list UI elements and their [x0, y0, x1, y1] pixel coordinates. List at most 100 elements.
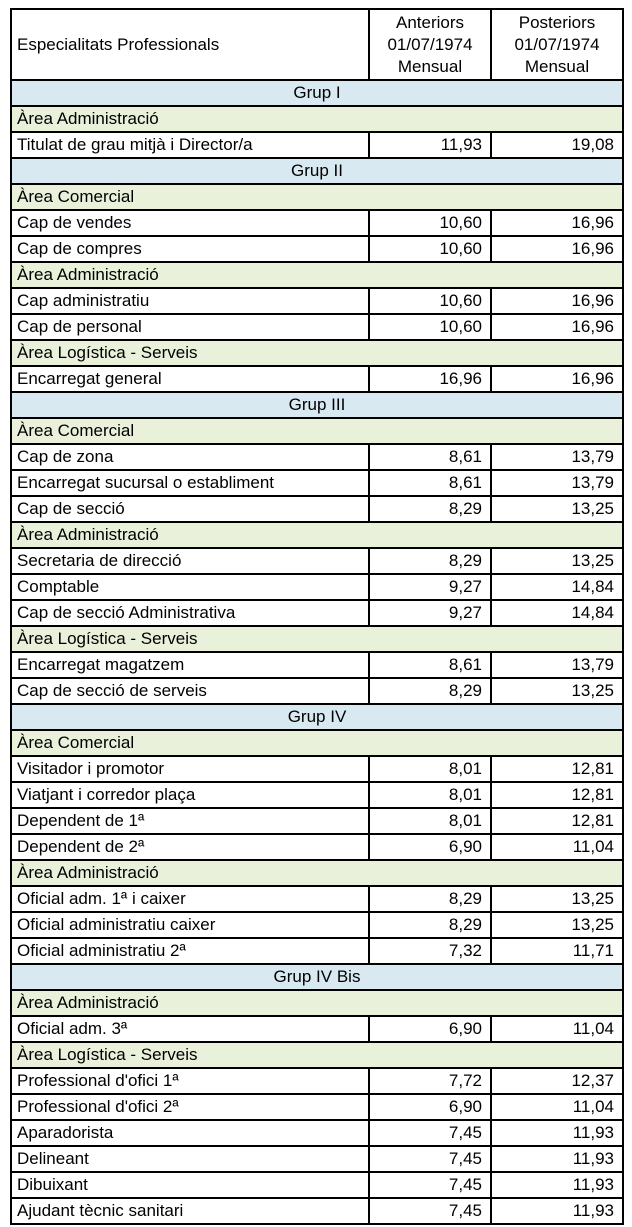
table-row: Encarregat magatzem 8,61 13,79	[10, 651, 624, 680]
anterior-value: 8,01	[368, 781, 492, 810]
posterior-value: 11,04	[490, 833, 624, 862]
table-row: Oficial adm. 1ª i caixer 8,29 13,25	[10, 885, 624, 914]
area-label: Àrea Logística - Serveis	[10, 1041, 624, 1070]
specialty-label: Visitador i promotor	[10, 755, 370, 784]
posterior-value: 12,81	[490, 807, 624, 836]
posterior-value: 13,25	[490, 885, 624, 914]
posterior-value: 12,37	[490, 1067, 624, 1096]
table-row: Delineant 7,45 11,93	[10, 1145, 624, 1174]
area-header-row: Àrea Administració	[10, 521, 624, 550]
specialty-label: Professional d'ofici 2ª	[10, 1093, 370, 1122]
anterior-value: 8,61	[368, 469, 492, 498]
posterior-value: 12,81	[490, 755, 624, 784]
anterior-value: 8,01	[368, 807, 492, 836]
posterior-value: 13,25	[490, 911, 624, 940]
anterior-value: 8,29	[368, 677, 492, 706]
area-header-row: Àrea Logística - Serveis	[10, 625, 624, 654]
posterior-value: 11,93	[490, 1197, 624, 1226]
anterior-value: 6,90	[368, 1015, 492, 1044]
area-label: Àrea Administració	[10, 859, 624, 888]
area-header-row: Àrea Administració	[10, 261, 624, 290]
area-header-row: Àrea Logística - Serveis	[10, 339, 624, 368]
specialty-label: Cap de secció	[10, 495, 370, 524]
table-body: Grup I Àrea Administració Titulat de grau …	[10, 79, 624, 1226]
anterior-value: 8,29	[368, 911, 492, 940]
area-label: Àrea Administració	[10, 105, 624, 134]
anterior-value: 7,45	[368, 1119, 492, 1148]
anterior-value: 8,29	[368, 547, 492, 576]
posterior-value: 19,08	[490, 131, 624, 160]
anterior-value: 7,45	[368, 1145, 492, 1174]
group-header-row: Grup IV Bis	[10, 963, 624, 992]
group-label: Grup I	[10, 79, 624, 108]
posterior-value: 16,96	[490, 209, 624, 238]
area-header-row: Àrea Administració	[10, 105, 624, 134]
posterior-value: 14,84	[490, 573, 624, 602]
anterior-value: 8,29	[368, 495, 492, 524]
specialty-label: Cap de compres	[10, 235, 370, 264]
anterior-value: 6,90	[368, 833, 492, 862]
header-anteriors-line3: Mensual	[397, 56, 463, 76]
header-anteriors-column: Anteriors 01/07/1974 Mensual	[368, 7, 492, 82]
area-header-row: Àrea Administració	[10, 859, 624, 888]
posterior-value: 13,25	[490, 677, 624, 706]
professional-specialties-salary-table: Especialitats Professionals Anteriors 01…	[10, 7, 624, 1226]
anterior-value: 11,93	[368, 131, 492, 160]
specialty-label: Viatjant i corredor plaça	[10, 781, 370, 810]
area-header-row: Àrea Comercial	[10, 729, 624, 758]
specialty-label: Cap de personal	[10, 313, 370, 342]
specialty-label: Dibuixant	[10, 1171, 370, 1200]
anterior-value: 7,32	[368, 937, 492, 966]
table-row: Oficial administratiu 2ª 7,32 11,71	[10, 937, 624, 966]
table-row: Cap de personal 10,60 16,96	[10, 313, 624, 342]
posterior-value: 11,93	[490, 1171, 624, 1200]
specialty-label: Professional d'ofici 1ª	[10, 1067, 370, 1096]
table-row: Cap de vendes 10,60 16,96	[10, 209, 624, 238]
anterior-value: 16,96	[368, 365, 492, 394]
posterior-value: 13,25	[490, 495, 624, 524]
specialty-label: Encarregat sucursal o establiment	[10, 469, 370, 498]
area-label: Àrea Administració	[10, 521, 624, 550]
anterior-value: 6,90	[368, 1093, 492, 1122]
posterior-value: 13,79	[490, 443, 624, 472]
posterior-value: 11,93	[490, 1145, 624, 1174]
area-label: Àrea Comercial	[10, 417, 624, 446]
table-row: Cap de compres 10,60 16,96	[10, 235, 624, 264]
specialty-label: Oficial adm. 3ª	[10, 1015, 370, 1044]
posterior-value: 14,84	[490, 599, 624, 628]
area-header-row: Àrea Comercial	[10, 183, 624, 212]
specialty-label: Oficial administratiu caixer	[10, 911, 370, 940]
group-label: Grup IV Bis	[10, 963, 624, 992]
header-anteriors-line2: 01/07/1974	[387, 34, 473, 54]
header-posteriors-line2: 01/07/1974	[514, 34, 600, 54]
area-label: Àrea Administració	[10, 261, 624, 290]
group-header-row: Grup I	[10, 79, 624, 108]
specialty-label: Oficial adm. 1ª i caixer	[10, 885, 370, 914]
table-row: Dependent de 2ª 6,90 11,04	[10, 833, 624, 862]
table-row: Secretaria de direcció 8,29 13,25	[10, 547, 624, 576]
area-header-row: Àrea Logística - Serveis	[10, 1041, 624, 1070]
table-row: Cap de secció Administrativa 9,27 14,84	[10, 599, 624, 628]
table-row: Oficial administratiu caixer 8,29 13,25	[10, 911, 624, 940]
anterior-value: 10,60	[368, 209, 492, 238]
anterior-value: 8,01	[368, 755, 492, 784]
table-row: Titulat de grau mitjà i Director/a 11,93 1…	[10, 131, 624, 160]
specialty-label: Encarregat general	[10, 365, 370, 394]
posterior-value: 13,25	[490, 547, 624, 576]
specialty-label: Cap de secció de serveis	[10, 677, 370, 706]
specialty-label: Oficial administratiu 2ª	[10, 937, 370, 966]
table-row: Encarregat general 16,96 16,96	[10, 365, 624, 394]
table-row: Encarregat sucursal o establiment 8,61 13,…	[10, 469, 624, 498]
specialty-label: Titulat de grau mitjà i Director/a	[10, 131, 370, 160]
specialty-label: Dependent de 2ª	[10, 833, 370, 862]
anterior-value: 8,61	[368, 443, 492, 472]
header-especialitats-professionals: Especialitats Professionals	[10, 7, 370, 82]
specialty-label: Secretaria de direcció	[10, 547, 370, 576]
header-row: Especialitats Professionals Anteriors 01…	[10, 7, 624, 82]
anterior-value: 10,60	[368, 287, 492, 316]
table-row: Cap de secció de serveis 8,29 13,25	[10, 677, 624, 706]
specialty-label: Ajudant tècnic sanitari	[10, 1197, 370, 1226]
anterior-value: 10,60	[368, 235, 492, 264]
table-row: Visitador i promotor 8,01 12,81	[10, 755, 624, 784]
area-header-row: Àrea Comercial	[10, 417, 624, 446]
